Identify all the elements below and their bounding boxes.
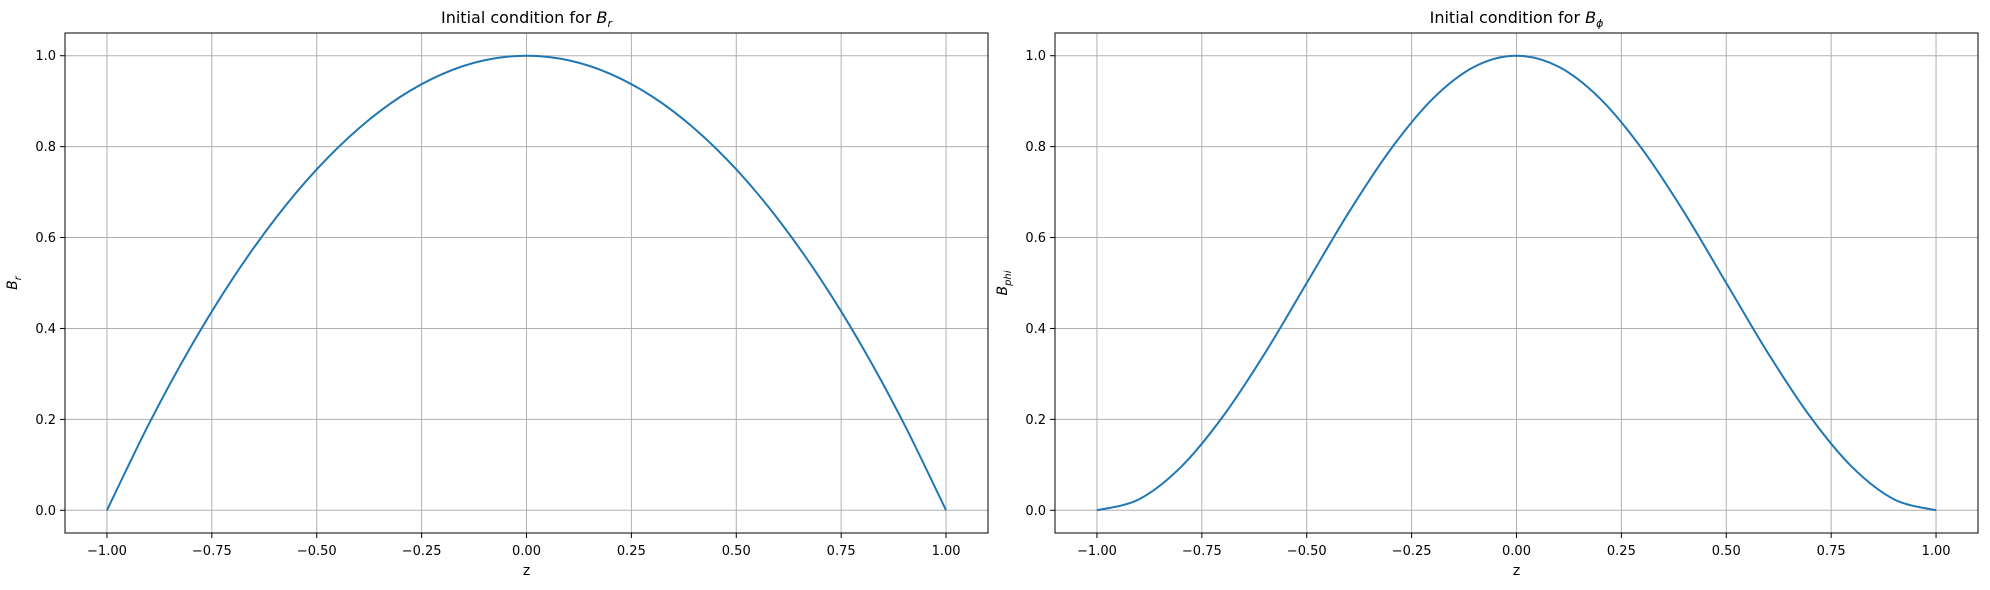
x-tick-label: 0.75 [1817, 544, 1846, 559]
chart-title-subscript: r [607, 17, 613, 30]
chart-title-base: B [597, 8, 608, 27]
x-tick-label: −0.50 [1287, 544, 1327, 559]
x-tick-label: −0.75 [192, 544, 232, 559]
series-line-1 [1096, 54, 1937, 512]
y-tick-label: 0.2 [35, 413, 56, 428]
y-tick-label: 0.6 [35, 231, 56, 246]
chart-title-base: B [1585, 8, 1596, 27]
y-tick-label: 0.4 [35, 322, 56, 337]
chart-panel-1: −1.00 −0.75 −0.50 −0.25 0.00 0.25 0.50 0.75 1.00… [5, 8, 989, 579]
chart-panel-2: −1.00 −0.75 −0.50 −0.25 0.00 0.25 0.50 0.75 1.00… [995, 8, 1979, 579]
y-tick-label: 0.2 [1025, 413, 1046, 428]
y-tick-label: 1.0 [35, 49, 56, 64]
chart-panels: −1.00 −0.75 −0.50 −0.25 0.00 0.25 0.50 0.75 1.00… [5, 8, 1979, 579]
x-tick-label: 1.00 [1922, 544, 1951, 559]
y-axis-label: Br [5, 275, 24, 290]
y-tick-label: 0.8 [35, 140, 56, 155]
y-tick-label: 0.0 [1025, 504, 1046, 519]
y-tick-label: 0.8 [1025, 140, 1046, 155]
x-tick-label: 0.00 [1502, 544, 1531, 559]
y-tick-label: 1.0 [1025, 49, 1046, 64]
y-axis-label-base: B [5, 280, 21, 290]
x-tick-label: 0.00 [512, 544, 541, 559]
x-tick-label: 0.50 [722, 544, 751, 559]
y-tick-label: 0.4 [1025, 322, 1046, 337]
x-tick-label: 0.25 [1607, 544, 1636, 559]
chart-title-text: Initial condition for [441, 8, 597, 27]
chart-title: Initial condition for Br [441, 8, 614, 30]
y-axis-label-subscript: r [13, 275, 24, 280]
x-tick-label: −0.25 [1392, 544, 1432, 559]
x-tick-label: 0.75 [827, 544, 856, 559]
x-tick-label: −1.00 [87, 544, 127, 559]
x-axis-label: z [523, 563, 530, 579]
x-tick-label: −1.00 [1077, 544, 1117, 559]
series-line-1 [106, 54, 947, 511]
x-tick-label: −0.75 [1182, 544, 1222, 559]
y-axis-label-subscript: phi [1003, 270, 1014, 287]
chart-title-text: Initial condition for [1430, 8, 1586, 27]
x-axis-label: z [1513, 563, 1520, 579]
y-axis-label-base: B [995, 286, 1011, 296]
x-tick-label: −0.50 [297, 544, 337, 559]
y-tick-label: 0.6 [1025, 231, 1046, 246]
x-tick-label: 0.50 [1712, 544, 1741, 559]
chart-title: Initial condition for Bϕ [1430, 8, 1604, 30]
x-tick-label: 0.25 [617, 544, 646, 559]
y-axis-label: Bphi [995, 270, 1014, 295]
y-tick-label: 0.0 [35, 504, 56, 519]
x-tick-label: −0.25 [402, 544, 442, 559]
chart-title-subscript: ϕ [1596, 17, 1603, 30]
x-tick-label: 1.00 [932, 544, 961, 559]
